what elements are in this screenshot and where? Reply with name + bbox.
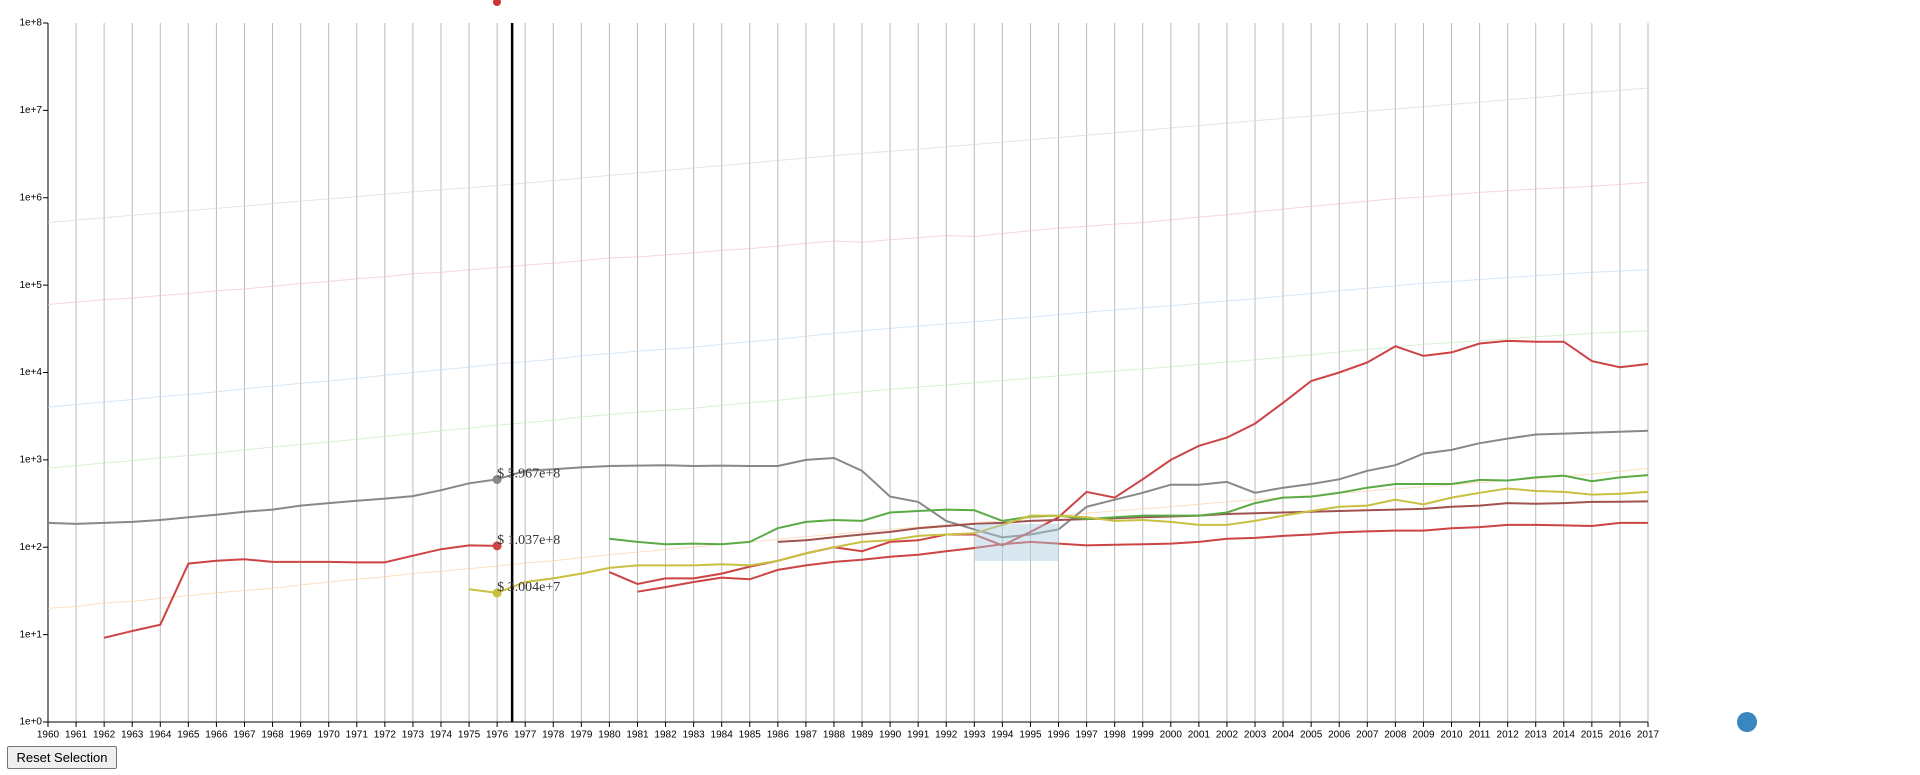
x-tick-label: 1964: [149, 730, 172, 741]
series-line: [47, 467, 1649, 609]
y-tick-label: 1e+5: [19, 280, 42, 291]
reset-button[interactable]: Reset Selection: [7, 746, 117, 769]
x-tick-label: 1993: [963, 730, 986, 741]
x-tick-label: 1974: [430, 730, 453, 741]
y-tick-label: 1e+6: [19, 192, 42, 203]
x-tick-label: 1978: [542, 730, 565, 741]
x-tick-label: 2014: [1553, 730, 1576, 741]
brush-selection[interactable]: [975, 524, 1059, 561]
x-tick-label: 1973: [402, 730, 425, 741]
x-tick-label: 1995: [1019, 730, 1042, 741]
x-tick-label: 2006: [1328, 730, 1351, 741]
x-tick-label: 1992: [935, 730, 958, 741]
series-line: [47, 429, 1649, 539]
series-line: [777, 500, 1649, 543]
x-tick-label: 1979: [570, 730, 593, 741]
play-button[interactable]: [1737, 712, 1757, 732]
series-line: [47, 269, 1649, 408]
hover-marker: [492, 588, 502, 598]
x-tick-label: 2017: [1637, 730, 1660, 741]
x-tick-label: 2005: [1300, 730, 1323, 741]
hover-marker: [492, 541, 502, 551]
x-tick-label: 1983: [682, 730, 705, 741]
x-tick-label: 1960: [37, 730, 60, 741]
x-tick-label: 1998: [1104, 730, 1127, 741]
series-line: [47, 181, 1649, 305]
y-tick-label: 1e+3: [19, 455, 42, 466]
series-line: [609, 339, 1649, 586]
x-tick-label: 1976: [486, 730, 509, 741]
x-tick-label: 1999: [1132, 730, 1155, 741]
x-tick-label: 2012: [1497, 730, 1520, 741]
x-tick-label: 1965: [177, 730, 200, 741]
series-line: [47, 87, 1649, 224]
x-tick-label: 1997: [1075, 730, 1098, 741]
y-tick-label: 1e+4: [19, 367, 42, 378]
x-tick-label: 1990: [879, 730, 902, 741]
x-tick-label: 1984: [711, 730, 734, 741]
x-tick-label: 1989: [851, 730, 874, 741]
x-tick-label: 2001: [1188, 730, 1211, 741]
x-tick-label: 1988: [823, 730, 846, 741]
chart: 1960 1961 1962 1963 1964 1965 1966 1967 1968 1969…: [19, 0, 1757, 741]
x-tick-label: 2015: [1581, 730, 1604, 741]
x-tick-label: 1962: [93, 730, 116, 741]
series-line: [609, 474, 1649, 546]
x-tick-label: 2010: [1440, 730, 1463, 741]
x-tick-label: 1981: [626, 730, 649, 741]
y-tick-label: 1e+1: [19, 629, 42, 640]
x-tick-label: 1980: [598, 730, 621, 741]
y-tick-label: 1e+2: [19, 542, 42, 553]
y-tick-label: 1e+8: [19, 18, 42, 29]
hover-marker: [492, 474, 502, 484]
x-tick-label: 1961: [65, 730, 88, 741]
x-tick-label: 2008: [1384, 730, 1407, 741]
x-tick-label: 2002: [1216, 730, 1239, 741]
x-tick-label: 1970: [318, 730, 341, 741]
x-tick-label: 1991: [907, 730, 930, 741]
x-tick-label: 1986: [767, 730, 790, 741]
x-tick-label: 2009: [1412, 730, 1435, 741]
y-tick-label: 1e+0: [19, 717, 42, 728]
x-tick-label: 1982: [654, 730, 677, 741]
y-tick-label: 1e+7: [19, 105, 42, 116]
x-tick-label: 1994: [991, 730, 1014, 741]
x-tick-label: 1975: [458, 730, 481, 741]
tooltip-label: $ 3.004e+7: [497, 580, 560, 595]
grid: 1960 1961 1962 1963 1964 1965 1966 1967 1968 1969…: [19, 18, 1659, 741]
x-tick-label: 1968: [261, 730, 284, 741]
tooltip-label: $ 5.967e+8: [497, 467, 560, 482]
lines: [47, 87, 1649, 639]
x-tick-label: 2004: [1272, 730, 1295, 741]
x-tick-label: 1977: [514, 730, 537, 741]
x-tick-label: 1963: [121, 730, 144, 741]
x-tick-label: 2007: [1356, 730, 1379, 741]
x-tick-label: 1987: [795, 730, 818, 741]
x-tick-label: 2016: [1609, 730, 1632, 741]
series-line: [103, 521, 1648, 639]
x-tick-label: 1996: [1047, 730, 1070, 741]
x-tick-label: 1972: [374, 730, 397, 741]
x-tick-label: 2000: [1160, 730, 1183, 741]
x-tick-label: 1966: [205, 730, 228, 741]
tooltip-label: $ 1.037e+8: [497, 533, 560, 548]
x-tick-label: 2011: [1469, 730, 1491, 741]
x-tick-label: 1967: [233, 730, 256, 741]
drag-handle[interactable]: [493, 0, 501, 6]
series-line: [47, 330, 1649, 469]
x-tick-label: 2003: [1244, 730, 1267, 741]
x-tick-label: 1969: [290, 730, 313, 741]
x-tick-label: 1985: [739, 730, 762, 741]
series-line: [468, 487, 1649, 594]
x-tick-label: 1971: [346, 730, 369, 741]
x-tick-label: 2013: [1525, 730, 1548, 741]
